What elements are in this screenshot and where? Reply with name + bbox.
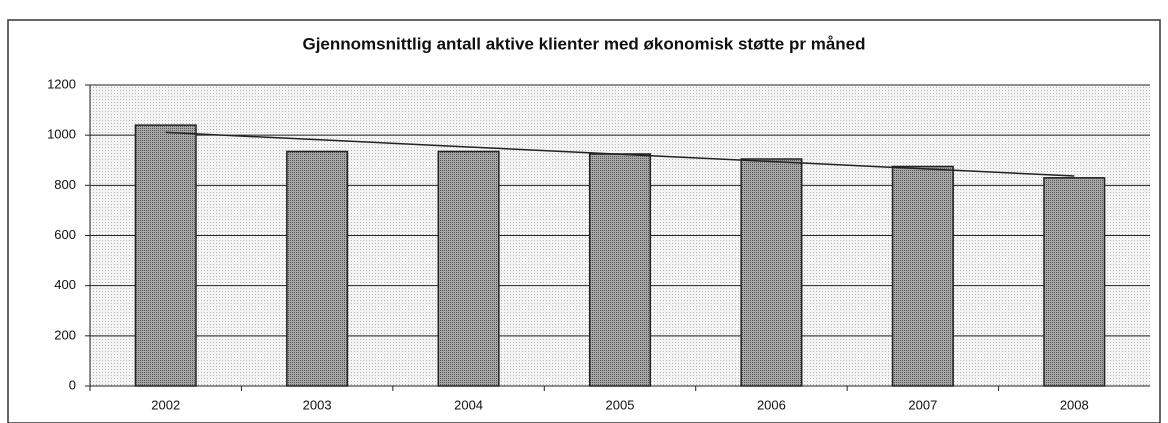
bar	[1043, 177, 1106, 387]
y-tick-label: 1000	[47, 127, 76, 142]
bar	[134, 124, 197, 387]
y-tick-label: 200	[54, 327, 76, 342]
x-tick-label: 2002	[151, 397, 180, 412]
y-tick-label: 400	[54, 277, 76, 292]
bar	[286, 150, 349, 387]
x-tick-label: 2005	[606, 397, 635, 412]
bar	[437, 150, 500, 387]
y-tick-label: 800	[54, 177, 76, 192]
y-tick-label: 1200	[47, 76, 76, 91]
x-tick-label: 2008	[1060, 397, 1089, 412]
y-tick-label: 0	[69, 377, 76, 392]
chart-title: Gjennomsnittlig antall aktive klienter m…	[302, 34, 865, 53]
bar	[891, 165, 954, 387]
bar	[740, 158, 803, 387]
x-tick-label: 2006	[757, 397, 786, 412]
trend-line	[165, 131, 1075, 177]
bar	[588, 153, 652, 387]
y-tick-label: 600	[54, 227, 76, 242]
x-tick-label: 2004	[454, 397, 483, 412]
x-tick-label: 2003	[303, 397, 332, 412]
x-tick-label: 2007	[908, 397, 937, 412]
